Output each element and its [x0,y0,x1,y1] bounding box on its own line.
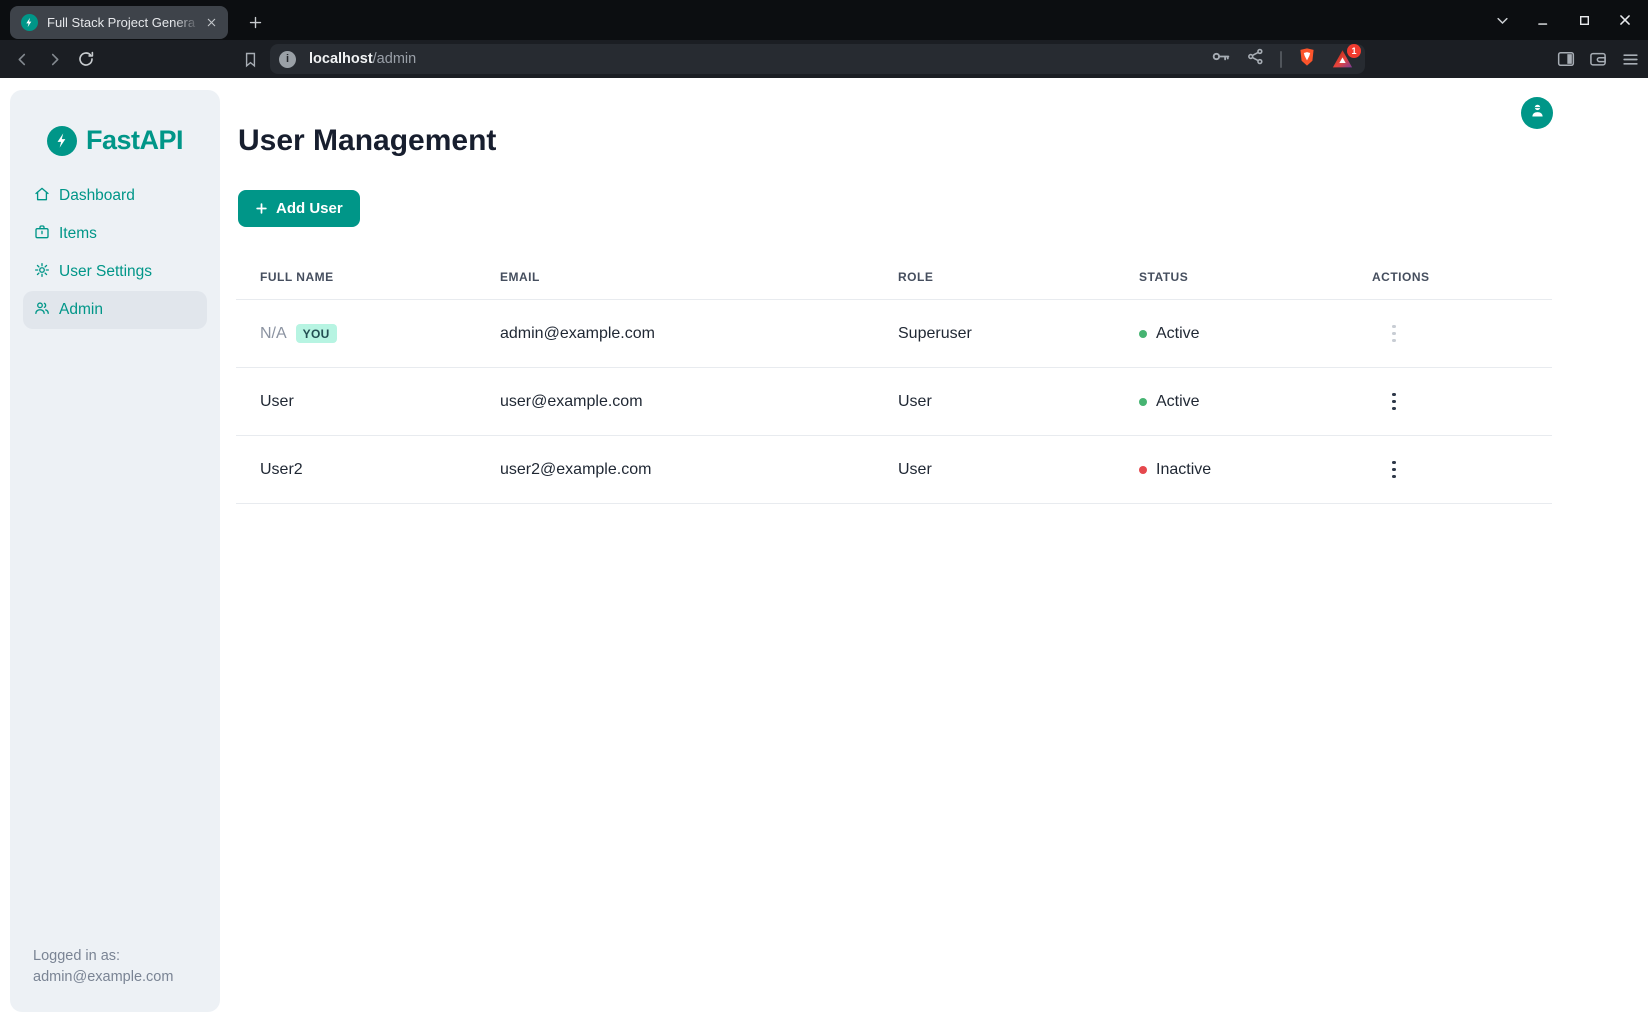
maximize-button[interactable] [1575,11,1593,29]
browser-toolbar: i localhost/admin 1 [0,40,1648,78]
sidebar-item-items[interactable]: Items [23,215,207,253]
cell-actions [1372,319,1552,349]
url-host: localhost [309,51,373,67]
minimize-button[interactable] [1534,11,1552,29]
url-bar[interactable]: i localhost/admin 1 [270,44,1365,74]
menu-hamburger-icon[interactable] [1620,49,1640,69]
sidebar-item-label: Items [59,225,97,242]
table-row: N/A YOU admin@example.com Superuser Acti… [236,300,1552,368]
toolbar-divider [1280,50,1282,68]
share-icon[interactable] [1246,47,1265,71]
url-text: localhost/admin [309,51,416,67]
sidebar-item-label: Dashboard [59,187,135,204]
cell-email: user@example.com [500,392,643,410]
status-dot [1139,329,1147,338]
home-icon [34,186,50,207]
users-table: FULL NAME EMAIL ROLE STATUS ACTIONS N/A … [236,254,1552,504]
wallet-icon[interactable] [1588,49,1608,69]
fastapi-favicon-bolt-icon [21,14,38,31]
sidebar-item-user-settings[interactable]: User Settings [23,253,207,291]
row-actions-kebab-icon[interactable] [1380,455,1408,485]
browser-tab-bar: Full Stack Project Genera [0,0,1648,40]
brave-rewards-bat-icon[interactable]: 1 [1332,44,1361,69]
fastapi-logo: FastAPI [47,125,220,156]
user-menu-button[interactable] [1521,97,1553,129]
rewards-badge: 1 [1347,44,1361,58]
table-row: User2 user2@example.com User Inactive [236,436,1552,504]
url-path: /admin [372,51,417,67]
logo-text: FastAPI [86,125,184,155]
status-dot [1139,397,1147,406]
logged-in-info: Logged in as: admin@example.com [33,946,173,988]
cell-full-name: N/A YOU [260,324,500,343]
column-header-status: STATUS [1139,269,1189,284]
users-icon [34,300,50,321]
cell-actions [1372,455,1552,485]
sidebar-item-dashboard[interactable]: Dashboard [23,177,207,215]
page-title: User Management [238,124,497,157]
gear-icon [34,262,50,283]
add-user-button[interactable]: Add User [238,190,360,227]
brave-shield-icon[interactable] [1297,47,1317,72]
row-actions-kebab-icon[interactable] [1380,387,1408,417]
briefcase-icon [34,224,50,245]
cell-full-name: User [260,392,294,410]
reload-icon[interactable] [76,49,96,69]
column-header-actions: ACTIONS [1372,269,1430,284]
cell-status: Active [1139,325,1372,343]
column-header-role: ROLE [898,269,934,284]
cell-role: Superuser [898,324,972,342]
row-actions-kebab-icon[interactable] [1380,319,1408,349]
plus-icon [255,202,268,215]
status-dot [1139,465,1147,474]
back-icon[interactable] [12,49,32,69]
forward-icon[interactable] [44,49,64,69]
page-viewport: FastAPI Dashboard Items User Settings [0,78,1648,1025]
sidebar: FastAPI Dashboard Items User Settings [10,90,220,1012]
column-header-email: EMAIL [500,269,540,284]
column-header-full-name: FULL NAME [260,269,334,284]
sidebar-item-admin[interactable]: Admin [23,291,207,329]
cell-email: admin@example.com [500,324,655,342]
window-controls [1493,0,1634,40]
tab-close-icon[interactable] [200,12,222,34]
main-content: User Management Add User FULL NAME EMAIL… [220,78,1648,1025]
tab-title-fade [174,6,200,39]
cell-full-name: User2 [260,460,303,478]
new-tab-button[interactable] [242,9,268,35]
table-row: User user@example.com User Active [236,368,1552,436]
bookmark-icon[interactable] [240,49,260,69]
table-header-row: FULL NAME EMAIL ROLE STATUS ACTIONS [236,254,1552,300]
cell-status: Active [1139,393,1372,411]
tab-title: Full Stack Project Genera [47,15,196,30]
logged-in-email: admin@example.com [33,969,174,985]
cell-status: Inactive [1139,461,1372,479]
cell-role: User [898,392,932,410]
site-info-icon[interactable]: i [279,50,296,68]
cell-actions [1372,387,1552,417]
key-icon[interactable] [1210,46,1231,72]
sidebar-item-label: Admin [59,301,103,318]
tab-search-chevron-down-icon[interactable] [1493,11,1511,29]
cell-email: user2@example.com [500,460,652,478]
add-user-label: Add User [276,200,343,217]
browser-tab[interactable]: Full Stack Project Genera [10,6,228,39]
user-avatar-icon [1529,102,1546,124]
you-badge: YOU [295,324,337,343]
sidebar-nav: Dashboard Items User Settings Admin [10,177,220,329]
fastapi-bolt-icon [47,125,77,156]
cell-role: User [898,460,932,478]
logged-in-label: Logged in as: [33,948,121,964]
sidebar-toggle-icon[interactable] [1556,49,1576,69]
window-close-button[interactable] [1616,11,1634,29]
sidebar-item-label: User Settings [59,263,153,280]
